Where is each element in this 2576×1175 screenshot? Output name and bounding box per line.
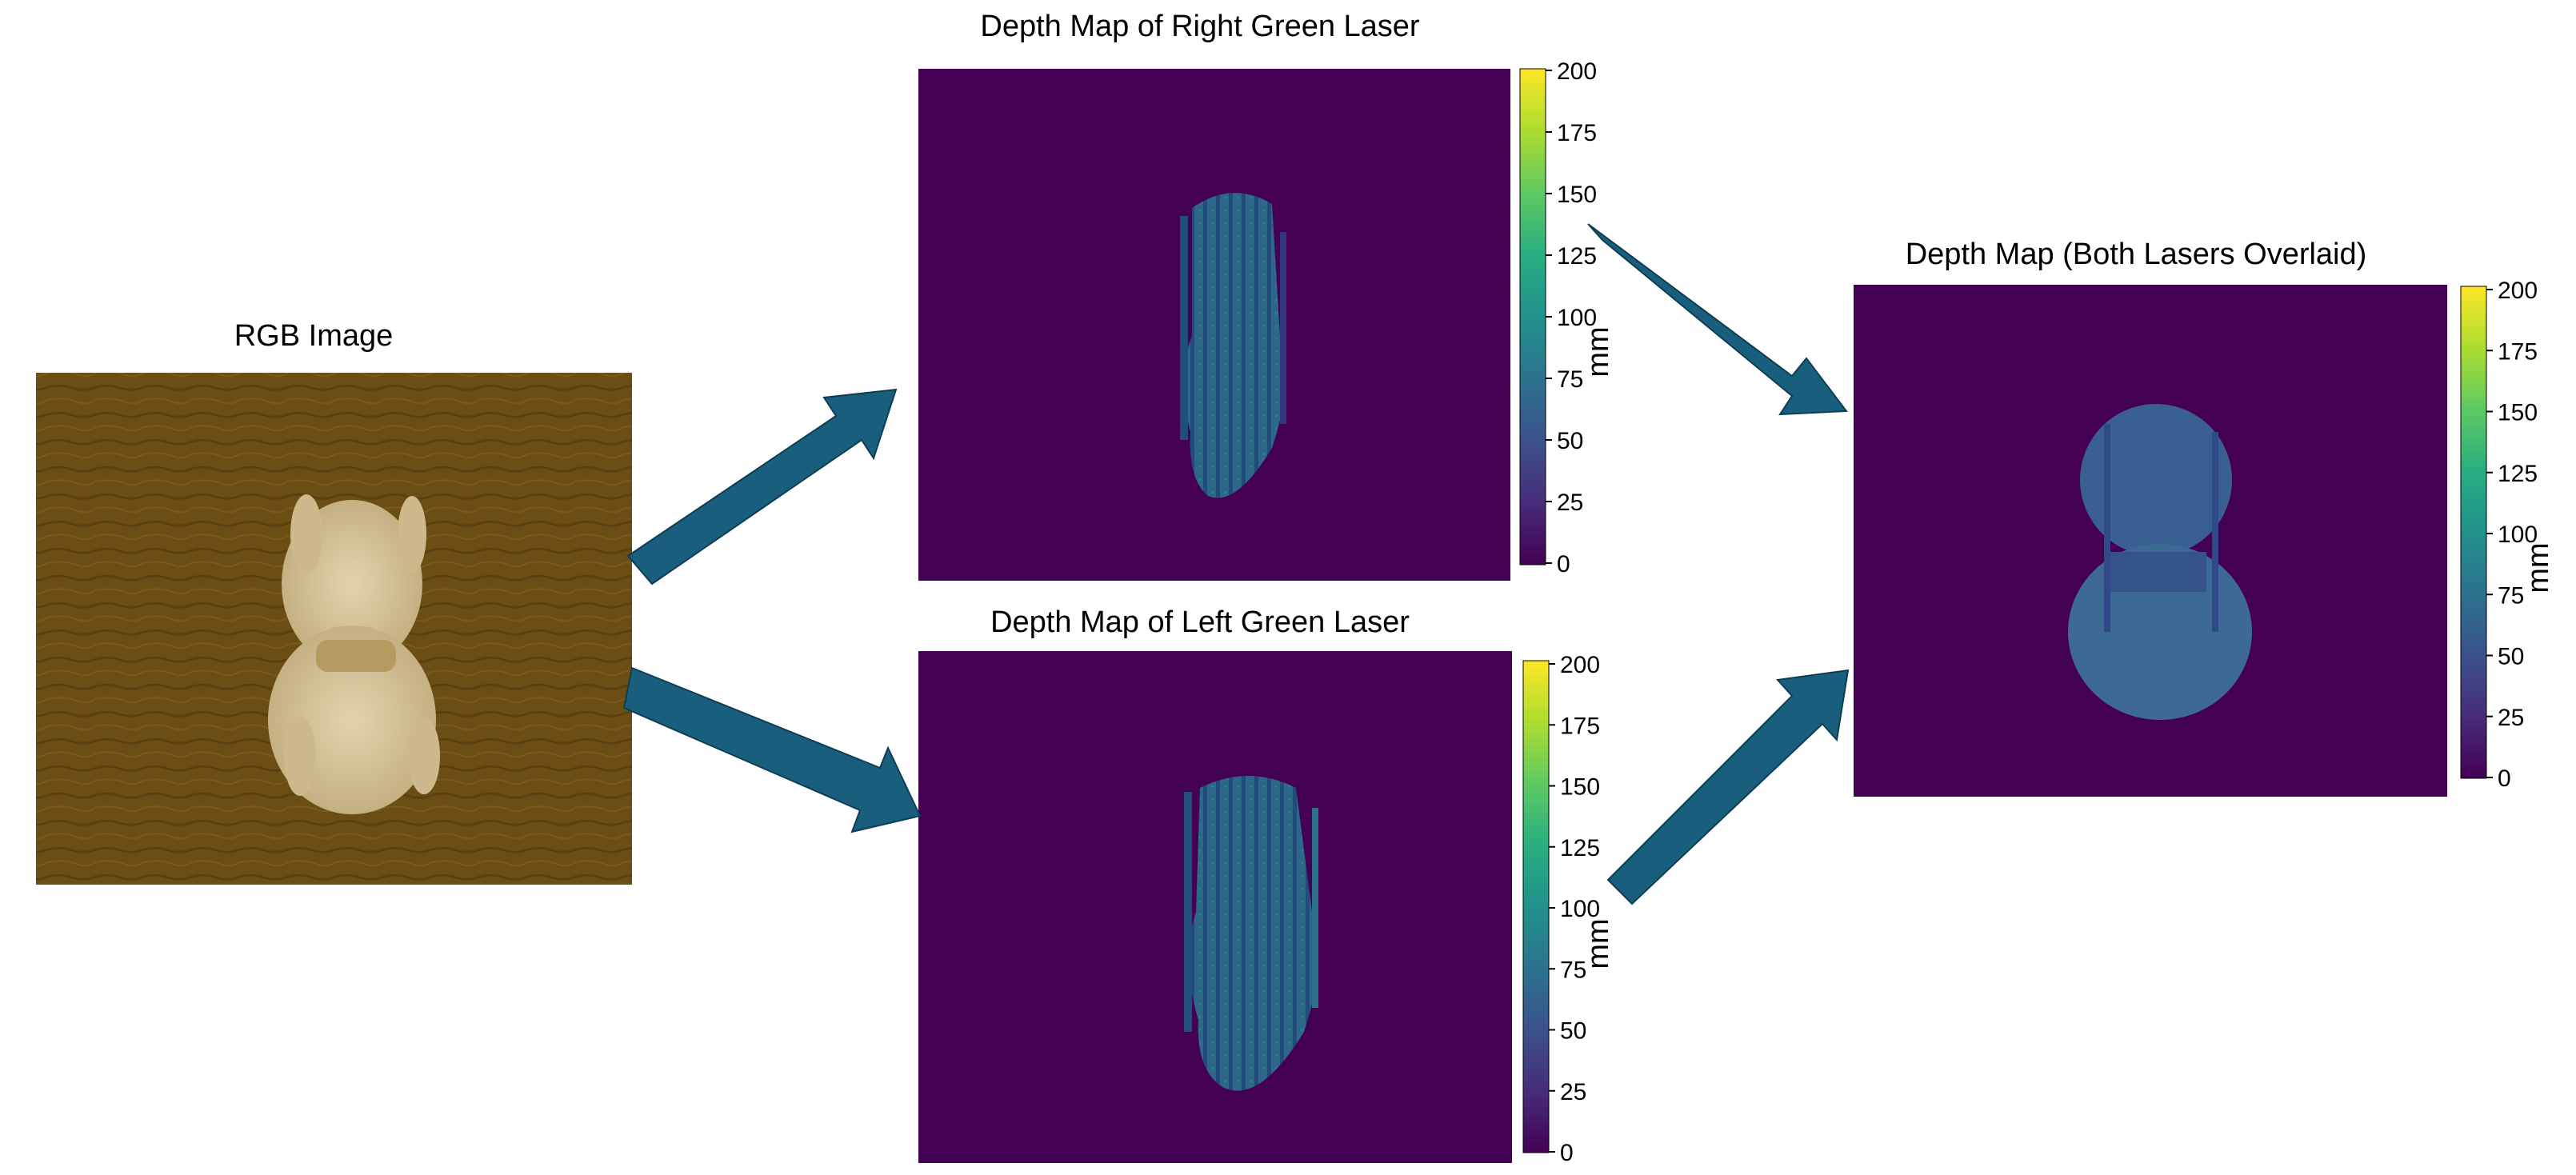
colorbar-tick-label: 0 <box>2498 765 2511 792</box>
left-colorbar: 200 175 150 125 100 75 50 25 0 mm <box>1522 652 1615 1166</box>
colorbar-tick-label: 125 <box>1557 243 1597 270</box>
colorbar-tick-label: 50 <box>1560 1018 1586 1045</box>
flow-arrows <box>622 223 1850 905</box>
colorbar-tick-label: 0 <box>1557 551 1570 578</box>
colorbar-tick-label: 200 <box>2498 278 2538 304</box>
overlay-colorbar-unit: mm <box>2522 542 2555 593</box>
colorbar-tick-label: 75 <box>1560 957 1586 983</box>
colorbar-tick-label: 175 <box>1560 713 1600 739</box>
colorbar-tick-label: 100 <box>1557 305 1597 331</box>
left-laser-panel: Depth Map of Left Green Laser 200 175 150 1… <box>918 605 1615 1166</box>
left-depth-object <box>1184 776 1318 1091</box>
overlay-panel: Depth Map (Both Lasers Overlaid) 200 175 1… <box>1854 238 2555 797</box>
colorbar-tick-label: 150 <box>2498 400 2538 426</box>
colorbar-tick-label: 100 <box>2498 522 2538 548</box>
colorbar-tick-label: 25 <box>2498 705 2524 731</box>
colorbar-tick-label: 150 <box>1560 774 1600 801</box>
right-colorbar-ticks: 200 175 150 125 100 75 50 25 0 <box>1546 58 1597 578</box>
colorbar-tick-label: 25 <box>1557 490 1583 516</box>
arrow-rgb-to-right <box>626 388 898 586</box>
colorbar-tick-label: 200 <box>1560 652 1600 678</box>
colorbar-tick-label: 50 <box>2498 644 2524 670</box>
colorbar-tick-label: 175 <box>2498 338 2538 365</box>
colorbar-tick-label: 100 <box>1560 896 1600 922</box>
arrow-left-to-overlay <box>1606 669 1850 905</box>
overlay-panel-title: Depth Map (Both Lasers Overlaid) <box>1906 238 2367 271</box>
arrow-rgb-to-left <box>622 666 922 833</box>
colorbar-tick-label: 0 <box>1560 1140 1574 1166</box>
chicken-photo <box>268 494 440 814</box>
overlay-depth-object <box>2068 404 2252 720</box>
rgb-panel-title: RGB Image <box>234 319 394 353</box>
right-colorbar: 200 175 150 125 100 75 50 25 0 mm <box>1519 58 1615 578</box>
overlay-colorbar: 200 175 150 125 100 75 50 25 0 mm <box>2460 278 2555 792</box>
left-colorbar-ticks: 200 175 150 125 100 75 50 25 0 <box>1549 652 1600 1166</box>
right-depth-object <box>1180 193 1286 498</box>
left-panel-title: Depth Map of Left Green Laser <box>990 605 1410 639</box>
colorbar-tick-label: 125 <box>1560 835 1600 861</box>
right-laser-panel: Depth Map of Right Green Laser 200 175 150… <box>918 10 1615 581</box>
colorbar-tick-label: 150 <box>1557 182 1597 208</box>
colorbar-tick-label: 50 <box>1557 428 1583 454</box>
colorbar-tick-label: 125 <box>2498 461 2538 487</box>
colorbar-tick-label: 75 <box>1557 366 1583 393</box>
colorbar-tick-label: 75 <box>2498 582 2524 609</box>
right-colorbar-unit: mm <box>1582 326 1615 377</box>
colorbar-tick-label: 25 <box>1560 1079 1586 1105</box>
overlay-colorbar-ticks: 200 175 150 125 100 75 50 25 0 <box>2486 278 2538 792</box>
left-colorbar-unit: mm <box>1582 918 1615 969</box>
arrow-right-to-overlay <box>1587 223 1848 416</box>
colorbar-tick-label: 200 <box>1557 58 1597 85</box>
colorbar-tick-label: 175 <box>1557 120 1597 146</box>
rgb-panel: RGB Image <box>36 319 632 885</box>
right-panel-title: Depth Map of Right Green Laser <box>980 10 1420 43</box>
